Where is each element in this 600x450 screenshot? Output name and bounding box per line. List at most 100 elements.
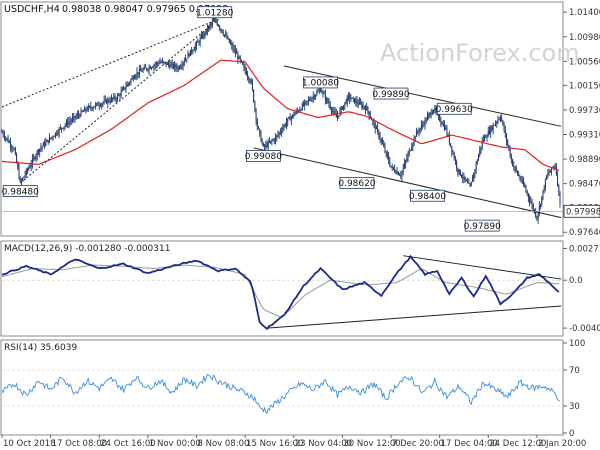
price-annotation-label: 0.99080	[245, 152, 282, 162]
candle-body	[120, 91, 122, 96]
price-trendline	[1, 18, 219, 108]
candle-body	[525, 187, 527, 192]
candle-body	[395, 171, 397, 174]
candle-body	[33, 157, 35, 159]
candle-body	[155, 62, 157, 65]
candle-body	[435, 108, 437, 112]
candle-body	[273, 139, 275, 141]
candle-body	[160, 62, 162, 63]
rsi-line	[1, 373, 561, 415]
candle-body	[146, 68, 148, 70]
candle-body	[170, 64, 172, 68]
candle-body	[527, 193, 529, 198]
candle-body	[516, 170, 518, 175]
candle-body	[76, 114, 78, 117]
candle-body	[450, 143, 452, 147]
candle-body	[524, 185, 526, 188]
candle-body	[530, 201, 532, 203]
candle-body	[425, 119, 427, 121]
candle-body	[59, 127, 61, 129]
price-annotation-label: 0.98620	[338, 179, 375, 189]
candle-body	[507, 140, 509, 145]
candle-body	[403, 163, 405, 168]
candle-body	[300, 109, 302, 111]
candle-body	[192, 50, 194, 52]
candle-body	[439, 114, 441, 121]
candle-body	[358, 102, 360, 105]
candle-body	[12, 147, 14, 150]
price-ohlc-header: 0.98038 0.98047 0.97965 0.97998	[62, 4, 228, 15]
candle-body	[475, 163, 477, 171]
candle-body	[557, 174, 559, 186]
candle-body	[181, 65, 183, 67]
candle-body	[141, 70, 143, 72]
candle-body	[389, 161, 391, 166]
candle-body	[259, 128, 261, 133]
candle-body	[72, 117, 74, 121]
candle-body	[206, 28, 208, 31]
candle-body	[316, 92, 318, 96]
candle-body	[6, 137, 8, 139]
candle-body	[45, 141, 47, 146]
candle-body	[518, 174, 520, 176]
rsi-panel-frame	[0, 339, 564, 436]
candle-body	[540, 204, 542, 207]
candle-body	[75, 116, 77, 118]
x-tick-label: 15 Nov 16:00	[246, 439, 303, 449]
candle-body	[405, 160, 407, 164]
candle-body	[311, 97, 313, 101]
candle-body	[57, 133, 59, 135]
candle-body	[550, 167, 552, 172]
candle-body	[391, 166, 393, 168]
candle-body	[554, 165, 556, 167]
candle-body	[327, 98, 329, 103]
candle-body	[533, 209, 535, 212]
candle-body	[481, 140, 483, 147]
candle-body	[65, 121, 67, 125]
candle-body	[31, 158, 33, 165]
candle-body	[330, 108, 332, 112]
candle-body	[444, 124, 446, 130]
candle-body	[254, 101, 256, 110]
price-annotation-box	[339, 176, 375, 189]
candle-body	[109, 101, 111, 103]
x-tick-label: 10 Oct 2018	[3, 439, 56, 449]
candle-body	[471, 179, 473, 182]
candle-body	[240, 60, 242, 62]
candle-body	[187, 53, 189, 59]
candle-body	[501, 117, 503, 121]
candle-body	[116, 95, 118, 100]
candle-body	[222, 32, 224, 35]
candle-body	[137, 72, 139, 75]
candle-body	[189, 49, 191, 57]
price-annotation-label: 1.01280	[196, 8, 233, 18]
candle-body	[548, 172, 550, 174]
candle-body	[558, 185, 560, 192]
current-price-box	[563, 204, 600, 218]
candle-body	[321, 91, 323, 93]
candle-body	[285, 122, 287, 126]
candle-body	[547, 173, 549, 176]
candle-body	[271, 140, 273, 142]
macd-lines	[1, 254, 560, 331]
candle-body	[355, 100, 357, 103]
candle-body	[409, 150, 411, 152]
candle-body	[433, 110, 435, 113]
candle-body	[163, 61, 165, 63]
candle-body	[151, 67, 153, 69]
price-trendline	[19, 18, 219, 184]
candle-body	[310, 100, 312, 102]
candle-body	[420, 125, 422, 129]
macd-panel: MACD(12,26,9) -0.001280 -0.000311 0.0027…	[0, 240, 600, 337]
candle-body	[185, 58, 187, 62]
price-annotation-box	[436, 102, 472, 115]
candle-body	[335, 113, 337, 118]
candle-body	[287, 118, 289, 123]
x-tick-label: 1 Nov 00:00	[149, 439, 201, 449]
price-annotation-label: 0.99630	[436, 105, 473, 115]
candle-body	[553, 166, 555, 168]
rsi-line	[1, 373, 561, 415]
